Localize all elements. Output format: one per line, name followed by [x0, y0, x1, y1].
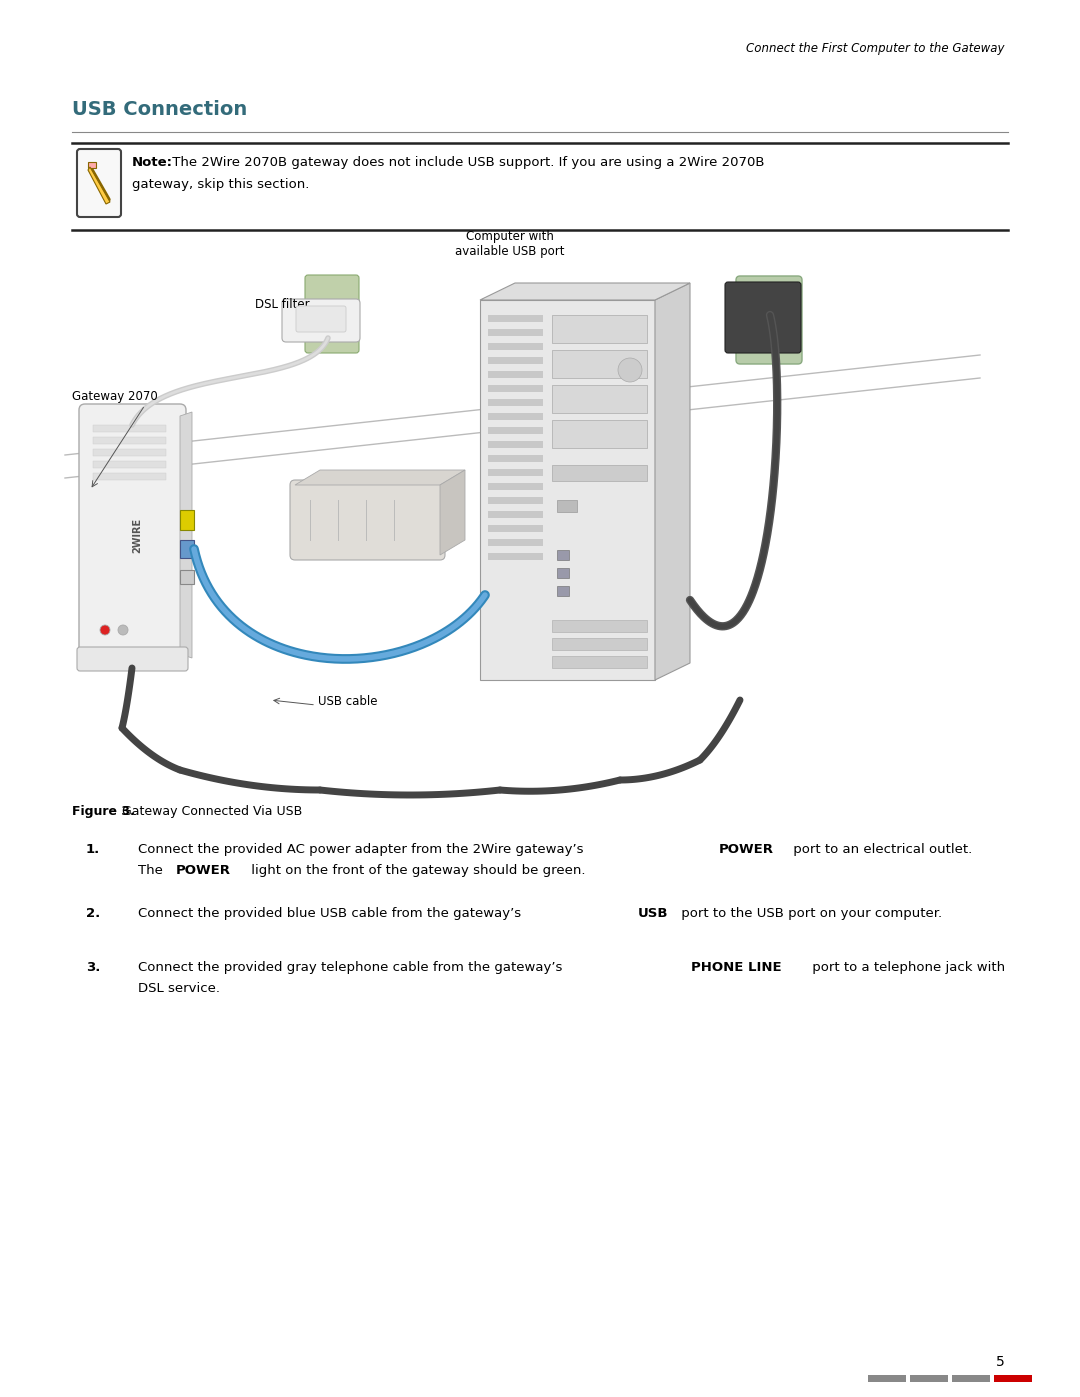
- Bar: [488, 469, 543, 476]
- Text: gateway, skip this section.: gateway, skip this section.: [132, 177, 309, 191]
- Bar: [488, 427, 543, 434]
- FancyBboxPatch shape: [291, 481, 445, 560]
- Text: Gateway 2070: Gateway 2070: [72, 390, 158, 402]
- Bar: [552, 620, 647, 631]
- Circle shape: [118, 624, 129, 636]
- Bar: [93, 461, 166, 468]
- Bar: [488, 414, 543, 420]
- Text: port to the USB port on your computer.: port to the USB port on your computer.: [677, 907, 943, 921]
- Bar: [480, 300, 654, 680]
- Bar: [488, 330, 543, 337]
- Text: 5: 5: [996, 1355, 1005, 1369]
- Bar: [868, 1375, 906, 1382]
- Bar: [557, 500, 577, 511]
- Text: USB: USB: [638, 907, 669, 921]
- Polygon shape: [87, 168, 110, 204]
- Polygon shape: [440, 469, 465, 555]
- Text: Connect the provided blue USB cable from the gateway’s: Connect the provided blue USB cable from…: [138, 907, 525, 921]
- Bar: [951, 1375, 990, 1382]
- Bar: [488, 314, 543, 321]
- Text: 1.: 1.: [85, 842, 100, 856]
- FancyBboxPatch shape: [725, 282, 801, 353]
- Bar: [180, 541, 194, 557]
- Text: DSL filter: DSL filter: [255, 298, 310, 312]
- Text: port to an electrical outlet.: port to an electrical outlet.: [789, 842, 973, 856]
- FancyBboxPatch shape: [735, 277, 802, 365]
- Bar: [557, 585, 569, 597]
- Text: POWER: POWER: [176, 863, 231, 877]
- Bar: [87, 162, 96, 168]
- Text: Connect the provided AC power adapter from the 2Wire gateway’s: Connect the provided AC power adapter fr…: [138, 842, 588, 856]
- Text: light on the front of the gateway should be green.: light on the front of the gateway should…: [246, 863, 585, 877]
- FancyBboxPatch shape: [305, 275, 359, 353]
- Bar: [93, 425, 166, 432]
- Bar: [488, 539, 543, 546]
- Bar: [488, 553, 543, 560]
- Bar: [552, 638, 647, 650]
- Text: Note:: Note:: [132, 156, 173, 169]
- Polygon shape: [480, 284, 690, 300]
- Bar: [910, 1375, 948, 1382]
- Text: Computer with
available USB port: Computer with available USB port: [456, 231, 565, 258]
- Bar: [180, 510, 194, 529]
- Text: The 2Wire 2070B gateway does not include USB support. If you are using a 2Wire 2: The 2Wire 2070B gateway does not include…: [168, 156, 765, 169]
- Text: POWER: POWER: [718, 842, 773, 856]
- Bar: [488, 455, 543, 462]
- Bar: [552, 465, 647, 481]
- FancyBboxPatch shape: [79, 404, 186, 666]
- Bar: [488, 497, 543, 504]
- Bar: [488, 372, 543, 379]
- Bar: [488, 483, 543, 490]
- Bar: [488, 525, 543, 532]
- Bar: [994, 1375, 1032, 1382]
- Text: 2.: 2.: [85, 907, 100, 921]
- Bar: [488, 511, 543, 518]
- Text: 2WIRE: 2WIRE: [132, 517, 141, 553]
- FancyBboxPatch shape: [282, 299, 360, 342]
- Bar: [93, 474, 166, 481]
- FancyBboxPatch shape: [77, 647, 188, 671]
- Text: USB cable: USB cable: [318, 694, 378, 708]
- FancyBboxPatch shape: [77, 149, 121, 217]
- Bar: [488, 441, 543, 448]
- Bar: [488, 358, 543, 365]
- Bar: [488, 386, 543, 393]
- Text: 3.: 3.: [85, 961, 100, 974]
- Bar: [552, 657, 647, 668]
- Circle shape: [618, 358, 642, 381]
- Text: port to a telephone jack with: port to a telephone jack with: [808, 961, 1005, 974]
- Polygon shape: [295, 469, 465, 485]
- Bar: [557, 569, 569, 578]
- Bar: [93, 437, 166, 444]
- Text: DSL service.: DSL service.: [138, 982, 220, 995]
- Text: PHONE LINE: PHONE LINE: [691, 961, 782, 974]
- Bar: [552, 314, 647, 344]
- Bar: [488, 344, 543, 351]
- Bar: [488, 400, 543, 407]
- Polygon shape: [654, 284, 690, 680]
- Bar: [93, 448, 166, 455]
- Bar: [180, 570, 194, 584]
- Bar: [557, 550, 569, 560]
- Polygon shape: [180, 412, 192, 658]
- Text: Connect the provided gray telephone cable from the gateway’s: Connect the provided gray telephone cabl…: [138, 961, 567, 974]
- Bar: [552, 351, 647, 379]
- FancyBboxPatch shape: [296, 306, 346, 332]
- Text: Gateway Connected Via USB: Gateway Connected Via USB: [118, 805, 302, 819]
- Bar: [552, 420, 647, 448]
- Text: Connect the First Computer to the Gateway: Connect the First Computer to the Gatewa…: [746, 42, 1005, 54]
- Text: The: The: [138, 863, 167, 877]
- Circle shape: [100, 624, 110, 636]
- Text: USB Connection: USB Connection: [72, 101, 247, 119]
- Bar: [552, 386, 647, 414]
- Text: Figure 3.: Figure 3.: [72, 805, 135, 819]
